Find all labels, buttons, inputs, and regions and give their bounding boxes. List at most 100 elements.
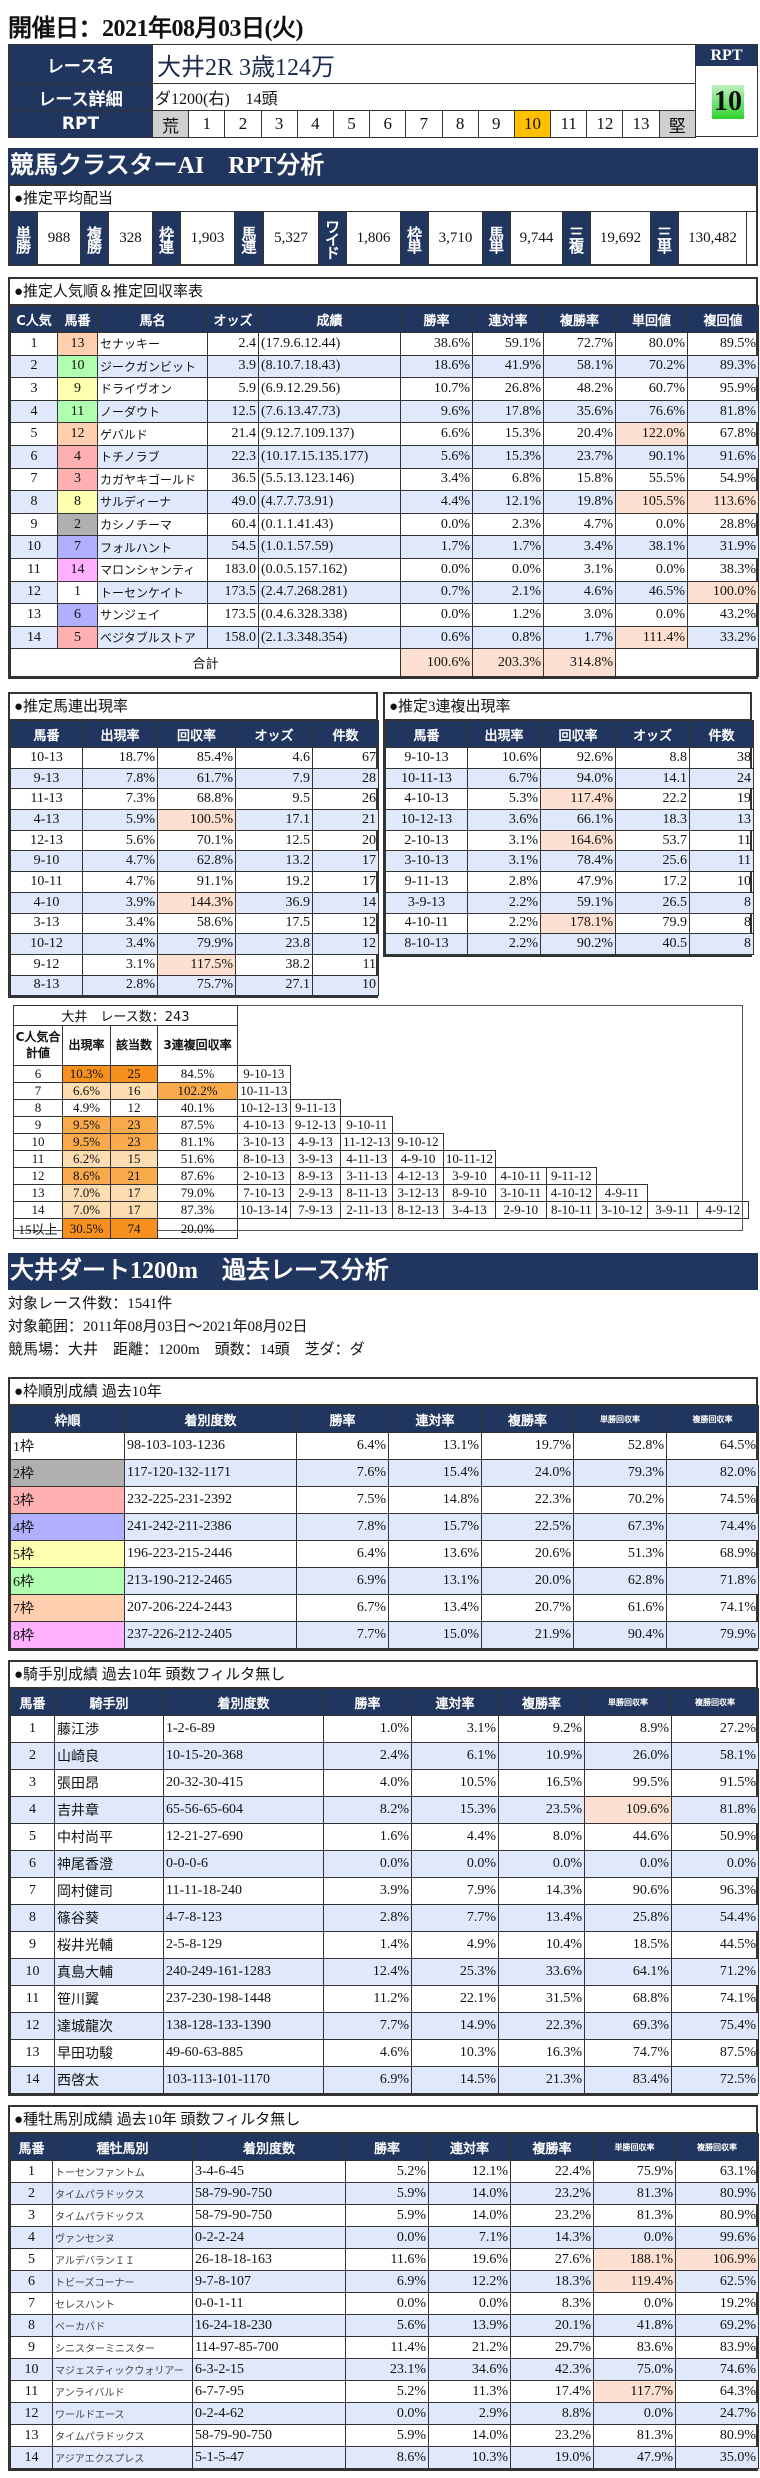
popularity-cell-5: 6.6% (400, 422, 473, 446)
cluster-recovery: 87.3% (157, 1201, 238, 1219)
umaren-cell-0: 3-13 (10, 912, 83, 935)
sire-cell-2: 0-2-4-62 (192, 2402, 346, 2425)
payout-row: 単勝 988 複勝 328 枠連 1,903 馬連 5,327 ワイド 1,806 枠単 3,710 馬… (10, 212, 756, 265)
sire-cell-3: 5.9% (345, 2424, 429, 2447)
jockey-cell-6: 99.5% (584, 1769, 672, 1797)
horse-number: 6 (57, 603, 98, 627)
jockey-cell-3: 2.4% (323, 1742, 412, 1770)
sire-cell-4: 19.6% (428, 2248, 511, 2271)
sire-cell-4: 14.0% (428, 2182, 511, 2205)
popularity-cell-6: 26.8% (472, 377, 544, 401)
jockey-cell-2: 65-56-65-604 (163, 1796, 324, 1824)
umaren-cell-2: 79.9% (157, 933, 236, 955)
sire-cell-6: 81.3% (593, 2424, 676, 2447)
sire-cell-2: 6-7-7-95 (192, 2380, 346, 2403)
rpt-scale-cell: 7 (405, 110, 443, 138)
sire-cell-0: 5 (10, 2248, 53, 2271)
cluster-sum: 8 (13, 1099, 63, 1117)
sire-cell-5: 22.4% (510, 2160, 594, 2183)
popularity-row: 9 2 カシノチーマ 60.4 (0.1.1.41.43) 0.0% 2.3% 4.7% 0.0… (10, 512, 759, 537)
cluster-empty (546, 1066, 597, 1083)
popularity-cell-4: (9.12.7.109.137) (258, 422, 401, 446)
sanrenpuku-cell-2: 94.0% (540, 767, 616, 790)
race-detail: ダ1200(右) 14頭 (152, 83, 696, 111)
popularity-cell-8: 70.2% (615, 354, 688, 379)
sanrenpuku-cell-4: 19 (689, 788, 754, 811)
popularity-cell-8: 76.6% (615, 399, 688, 424)
popularity-cell-2: マロンシャンティ (97, 557, 208, 582)
jockey-cell-3: 7.7% (323, 2012, 412, 2040)
sire-cell-7: 80.9% (675, 2204, 759, 2227)
sire-cell-1: アジアエクスプレス (52, 2446, 193, 2469)
cluster-combo: 10-11-12 (442, 1150, 497, 1168)
popularity-cell-4: (8.10.7.18.43) (258, 354, 401, 379)
cluster-sum: 6 (13, 1065, 63, 1083)
popularity-cell-4: (4.7.7.73.91) (258, 490, 401, 514)
cluster-combo: 2-9-13 (289, 1184, 342, 1202)
umaren-cell-3: 17.1 (235, 809, 313, 831)
jockey-header: 複勝回収率 (671, 1688, 759, 1716)
popularity-cell-6: 12.1% (472, 490, 544, 514)
sire-cell-1: トーセンファントム (52, 2160, 193, 2183)
frame-cell-1: 237-226-212-2405 (124, 1621, 297, 1649)
sire-cell-7: 106.9% (675, 2248, 759, 2271)
frame-cell-0: 4枠 (10, 1513, 125, 1541)
popularity-cell-3: 173.5 (207, 603, 259, 627)
jockey-row: 2 山崎良 10-15-20-368 2.4% 6.1% 10.9% 26.0% 58.1% (10, 1742, 759, 1770)
sanrenpuku-row: 3-9-13 2.2% 59.1% 26.5 8 (385, 891, 754, 914)
cluster-rate: 7.0% (62, 1184, 111, 1202)
popularity-cell-3: 158.0 (207, 625, 259, 650)
sire-row: 8 ベーカバド 16-24-18-230 5.6% 13.9% 20.1% 41.8% 69.… (10, 2314, 759, 2337)
sire-cell-3: 0.0% (345, 2402, 429, 2425)
sire-cell-4: 11.3% (428, 2380, 511, 2403)
payout-value: 3,710 (429, 212, 483, 265)
frame-cell-6: 68.9% (666, 1540, 759, 1568)
cluster-combo: 4-9-12 (697, 1201, 749, 1219)
rpt-scale-cell: 12 (586, 110, 624, 138)
cluster-empty (597, 1066, 648, 1083)
frame-row: 3枠 232-225-231-2392 7.5% 14.8% 22.3% 70.2% 74.… (10, 1486, 759, 1514)
cluster-combo: 3-11-13 (340, 1167, 394, 1185)
rpt-scale-cell: 2 (224, 110, 262, 138)
cluster-header: 3連複回収率 (157, 1025, 238, 1066)
sire-row: 6 トビーズコーナー 9-7-8-107 6.9% 12.2% 18.3% 119.4% 62… (10, 2270, 759, 2293)
sire-cell-7: 69.2% (675, 2314, 759, 2337)
cluster-combo: 7-9-13 (289, 1201, 342, 1219)
cluster-combo: 9-10-13 (237, 1065, 291, 1083)
jockey-cell-7: 74.1% (671, 1985, 759, 2013)
frame-cell-1: 98-103-103-1236 (124, 1432, 297, 1460)
jockey-cell-4: 14.9% (411, 2012, 499, 2040)
frame-cell-2: 7.8% (296, 1513, 389, 1541)
sire-cell-0: 13 (10, 2424, 53, 2447)
frame-cell-3: 15.7% (388, 1513, 482, 1541)
cluster-combo: 4-10-12 (545, 1184, 598, 1202)
popularity-cell-0: 11 (10, 557, 58, 582)
jockey-cell-1: 桜井光輔 (54, 1931, 164, 1959)
sire-cell-6: 188.1% (593, 2248, 676, 2271)
sire-cell-3: 0.0% (345, 2292, 429, 2315)
cluster-empty (290, 1066, 341, 1083)
frame-header: 連対率 (388, 1405, 482, 1433)
jockey-cell-6: 25.8% (584, 1904, 672, 1932)
frame-cell-3: 13.1% (388, 1432, 482, 1460)
cluster-empty (698, 1185, 749, 1202)
popularity-cell-5: 4.4% (400, 490, 473, 514)
jockey-cell-1: 神尾香澄 (54, 1850, 164, 1878)
frame-cell-2: 7.5% (296, 1486, 389, 1514)
cluster-empty (698, 1151, 749, 1168)
cluster-empty (496, 1151, 547, 1168)
popularity-cell-4: (5.5.13.123.146) (258, 467, 401, 492)
popularity-cell-2: カシノチーマ (97, 512, 208, 537)
jockey-cell-1: 張田昂 (54, 1769, 164, 1797)
rpt-scale-cell: 13 (622, 110, 660, 138)
umaren-cell-1: 18.7% (82, 747, 158, 769)
rpt-scale-cell: 4 (296, 110, 334, 138)
jockey-cell-0: 5 (10, 1823, 55, 1851)
cluster-empty (597, 1151, 648, 1168)
sire-cell-3: 5.9% (345, 2204, 429, 2227)
sire-cell-4: 7.1% (428, 2226, 511, 2249)
jockey-header: 連対率 (411, 1688, 499, 1716)
umaren-cell-4: 12 (312, 912, 379, 935)
payout-box: ●推定平均配当 単勝 988 複勝 328 枠連 1,903 馬連 5,327 ワイド 1,806… (8, 184, 758, 266)
jockey-cell-3: 2.8% (323, 1904, 412, 1932)
